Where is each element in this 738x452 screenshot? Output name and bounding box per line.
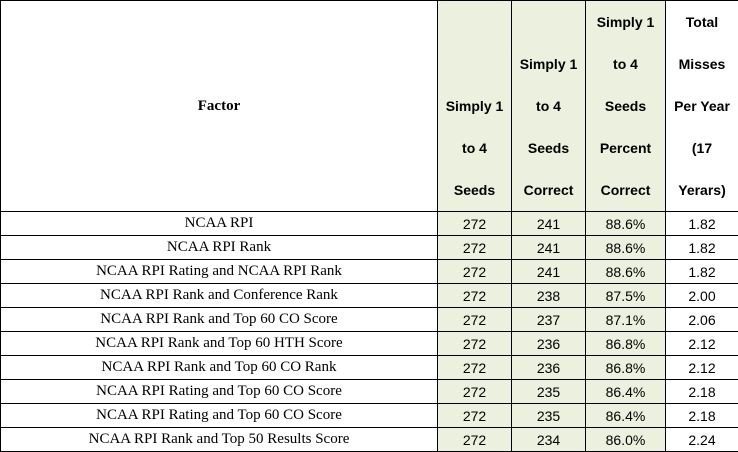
seeds-cell: 272: [438, 332, 512, 356]
header-misses-line-5: Yerars): [666, 169, 738, 211]
correct-cell: 236: [512, 356, 586, 380]
table-row: NCAA RPI Rank and Top 50 Results Score 2…: [1, 428, 738, 452]
percent-cell: 88.6%: [586, 260, 666, 284]
correct-cell: 241: [512, 260, 586, 284]
header-seeds-line-3: Seeds: [438, 169, 511, 211]
misses-cell: 2.00: [666, 284, 738, 308]
header-misses-line-3: Per Year: [666, 85, 738, 127]
header-correct-line-1: Simply 1: [512, 43, 585, 85]
misses-cell: 2.06: [666, 308, 738, 332]
header-misses-line-4: (17: [666, 127, 738, 169]
factor-cell: NCAA RPI Rank: [1, 236, 438, 260]
header-percent-line-3: Seeds: [586, 85, 665, 127]
header-correct-line-4: Correct: [512, 169, 585, 211]
seeds-cell: 272: [438, 404, 512, 428]
correct-cell: 238: [512, 284, 586, 308]
percent-cell: 87.5%: [586, 284, 666, 308]
table-row: NCAA RPI Rating and Top 60 CO Score 272 …: [1, 380, 738, 404]
header-row: Factor Simply 1 to 4 Seeds Simply 1 to 4…: [1, 1, 738, 212]
header-seeds-line-1: Simply 1: [438, 85, 511, 127]
misses-cell: 2.18: [666, 380, 738, 404]
seeds-cell: 272: [438, 260, 512, 284]
factor-cell: NCAA RPI Rank and Top 60 CO Score: [1, 308, 438, 332]
percent-cell: 86.8%: [586, 356, 666, 380]
seeds-cell: 272: [438, 236, 512, 260]
seeds-cell: 272: [438, 308, 512, 332]
misses-cell: 2.18: [666, 404, 738, 428]
header-percent-line-1: Simply 1: [586, 1, 665, 43]
factor-cell: NCAA RPI Rank and Top 60 CO Rank: [1, 356, 438, 380]
header-seeds: Simply 1 to 4 Seeds: [438, 1, 512, 212]
misses-cell: 2.12: [666, 356, 738, 380]
table-row: NCAA RPI Rank and Top 60 HTH Score 272 2…: [1, 332, 738, 356]
table-row: NCAA RPI 272 241 88.6% 1.82: [1, 212, 738, 236]
seeds-cell: 272: [438, 284, 512, 308]
percent-cell: 86.8%: [586, 332, 666, 356]
seeds-cell: 272: [438, 380, 512, 404]
header-factor: Factor: [1, 1, 438, 212]
percent-cell: 88.6%: [586, 212, 666, 236]
misses-cell: 1.82: [666, 236, 738, 260]
seeds-cell: 272: [438, 356, 512, 380]
header-percent-line-2: to 4: [586, 43, 665, 85]
table-row: NCAA RPI Rank and Top 60 CO Score 272 23…: [1, 308, 738, 332]
table-row: NCAA RPI Rank 272 241 88.6% 1.82: [1, 236, 738, 260]
header-percent-line-5: Correct: [586, 169, 665, 211]
correct-cell: 237: [512, 308, 586, 332]
header-factor-label: Factor: [1, 96, 437, 116]
table-row: NCAA RPI Rank and Conference Rank 272 23…: [1, 284, 738, 308]
header-seeds-line-2: to 4: [438, 127, 511, 169]
seeds-cell: 272: [438, 428, 512, 452]
table-row: NCAA RPI Rating and Top 60 CO Score 272 …: [1, 404, 738, 428]
percent-cell: 86.4%: [586, 380, 666, 404]
header-misses-line-2: Misses: [666, 43, 738, 85]
factor-cell: NCAA RPI Rank and Conference Rank: [1, 284, 438, 308]
misses-cell: 2.12: [666, 332, 738, 356]
correct-cell: 241: [512, 212, 586, 236]
factor-cell: NCAA RPI Rank and Top 50 Results Score: [1, 428, 438, 452]
misses-cell: 2.24: [666, 428, 738, 452]
percent-cell: 86.0%: [586, 428, 666, 452]
factor-cell: NCAA RPI: [1, 212, 438, 236]
misses-cell: 1.82: [666, 260, 738, 284]
seeds-cell: 272: [438, 212, 512, 236]
header-correct-line-2: to 4: [512, 85, 585, 127]
correct-cell: 236: [512, 332, 586, 356]
percent-cell: 86.4%: [586, 404, 666, 428]
percent-cell: 87.1%: [586, 308, 666, 332]
factor-cell: NCAA RPI Rating and Top 60 CO Score: [1, 380, 438, 404]
table-row: NCAA RPI Rating and NCAA RPI Rank 272 24…: [1, 260, 738, 284]
factor-cell: NCAA RPI Rating and NCAA RPI Rank: [1, 260, 438, 284]
header-percent: Simply 1 to 4 Seeds Percent Correct: [586, 1, 666, 212]
header-misses: Total Misses Per Year (17 Yerars): [666, 1, 738, 212]
percent-cell: 88.6%: [586, 236, 666, 260]
header-correct: Simply 1 to 4 Seeds Correct: [512, 1, 586, 212]
correct-cell: 235: [512, 404, 586, 428]
factor-cell: NCAA RPI Rating and Top 60 CO Score: [1, 404, 438, 428]
header-misses-line-1: Total: [666, 1, 738, 43]
table-row: NCAA RPI Rank and Top 60 CO Rank 272 236…: [1, 356, 738, 380]
correct-cell: 235: [512, 380, 586, 404]
header-percent-line-4: Percent: [586, 127, 665, 169]
correct-cell: 241: [512, 236, 586, 260]
factor-cell: NCAA RPI Rank and Top 60 HTH Score: [1, 332, 438, 356]
header-correct-line-3: Seeds: [512, 127, 585, 169]
correct-cell: 234: [512, 428, 586, 452]
misses-cell: 1.82: [666, 212, 738, 236]
